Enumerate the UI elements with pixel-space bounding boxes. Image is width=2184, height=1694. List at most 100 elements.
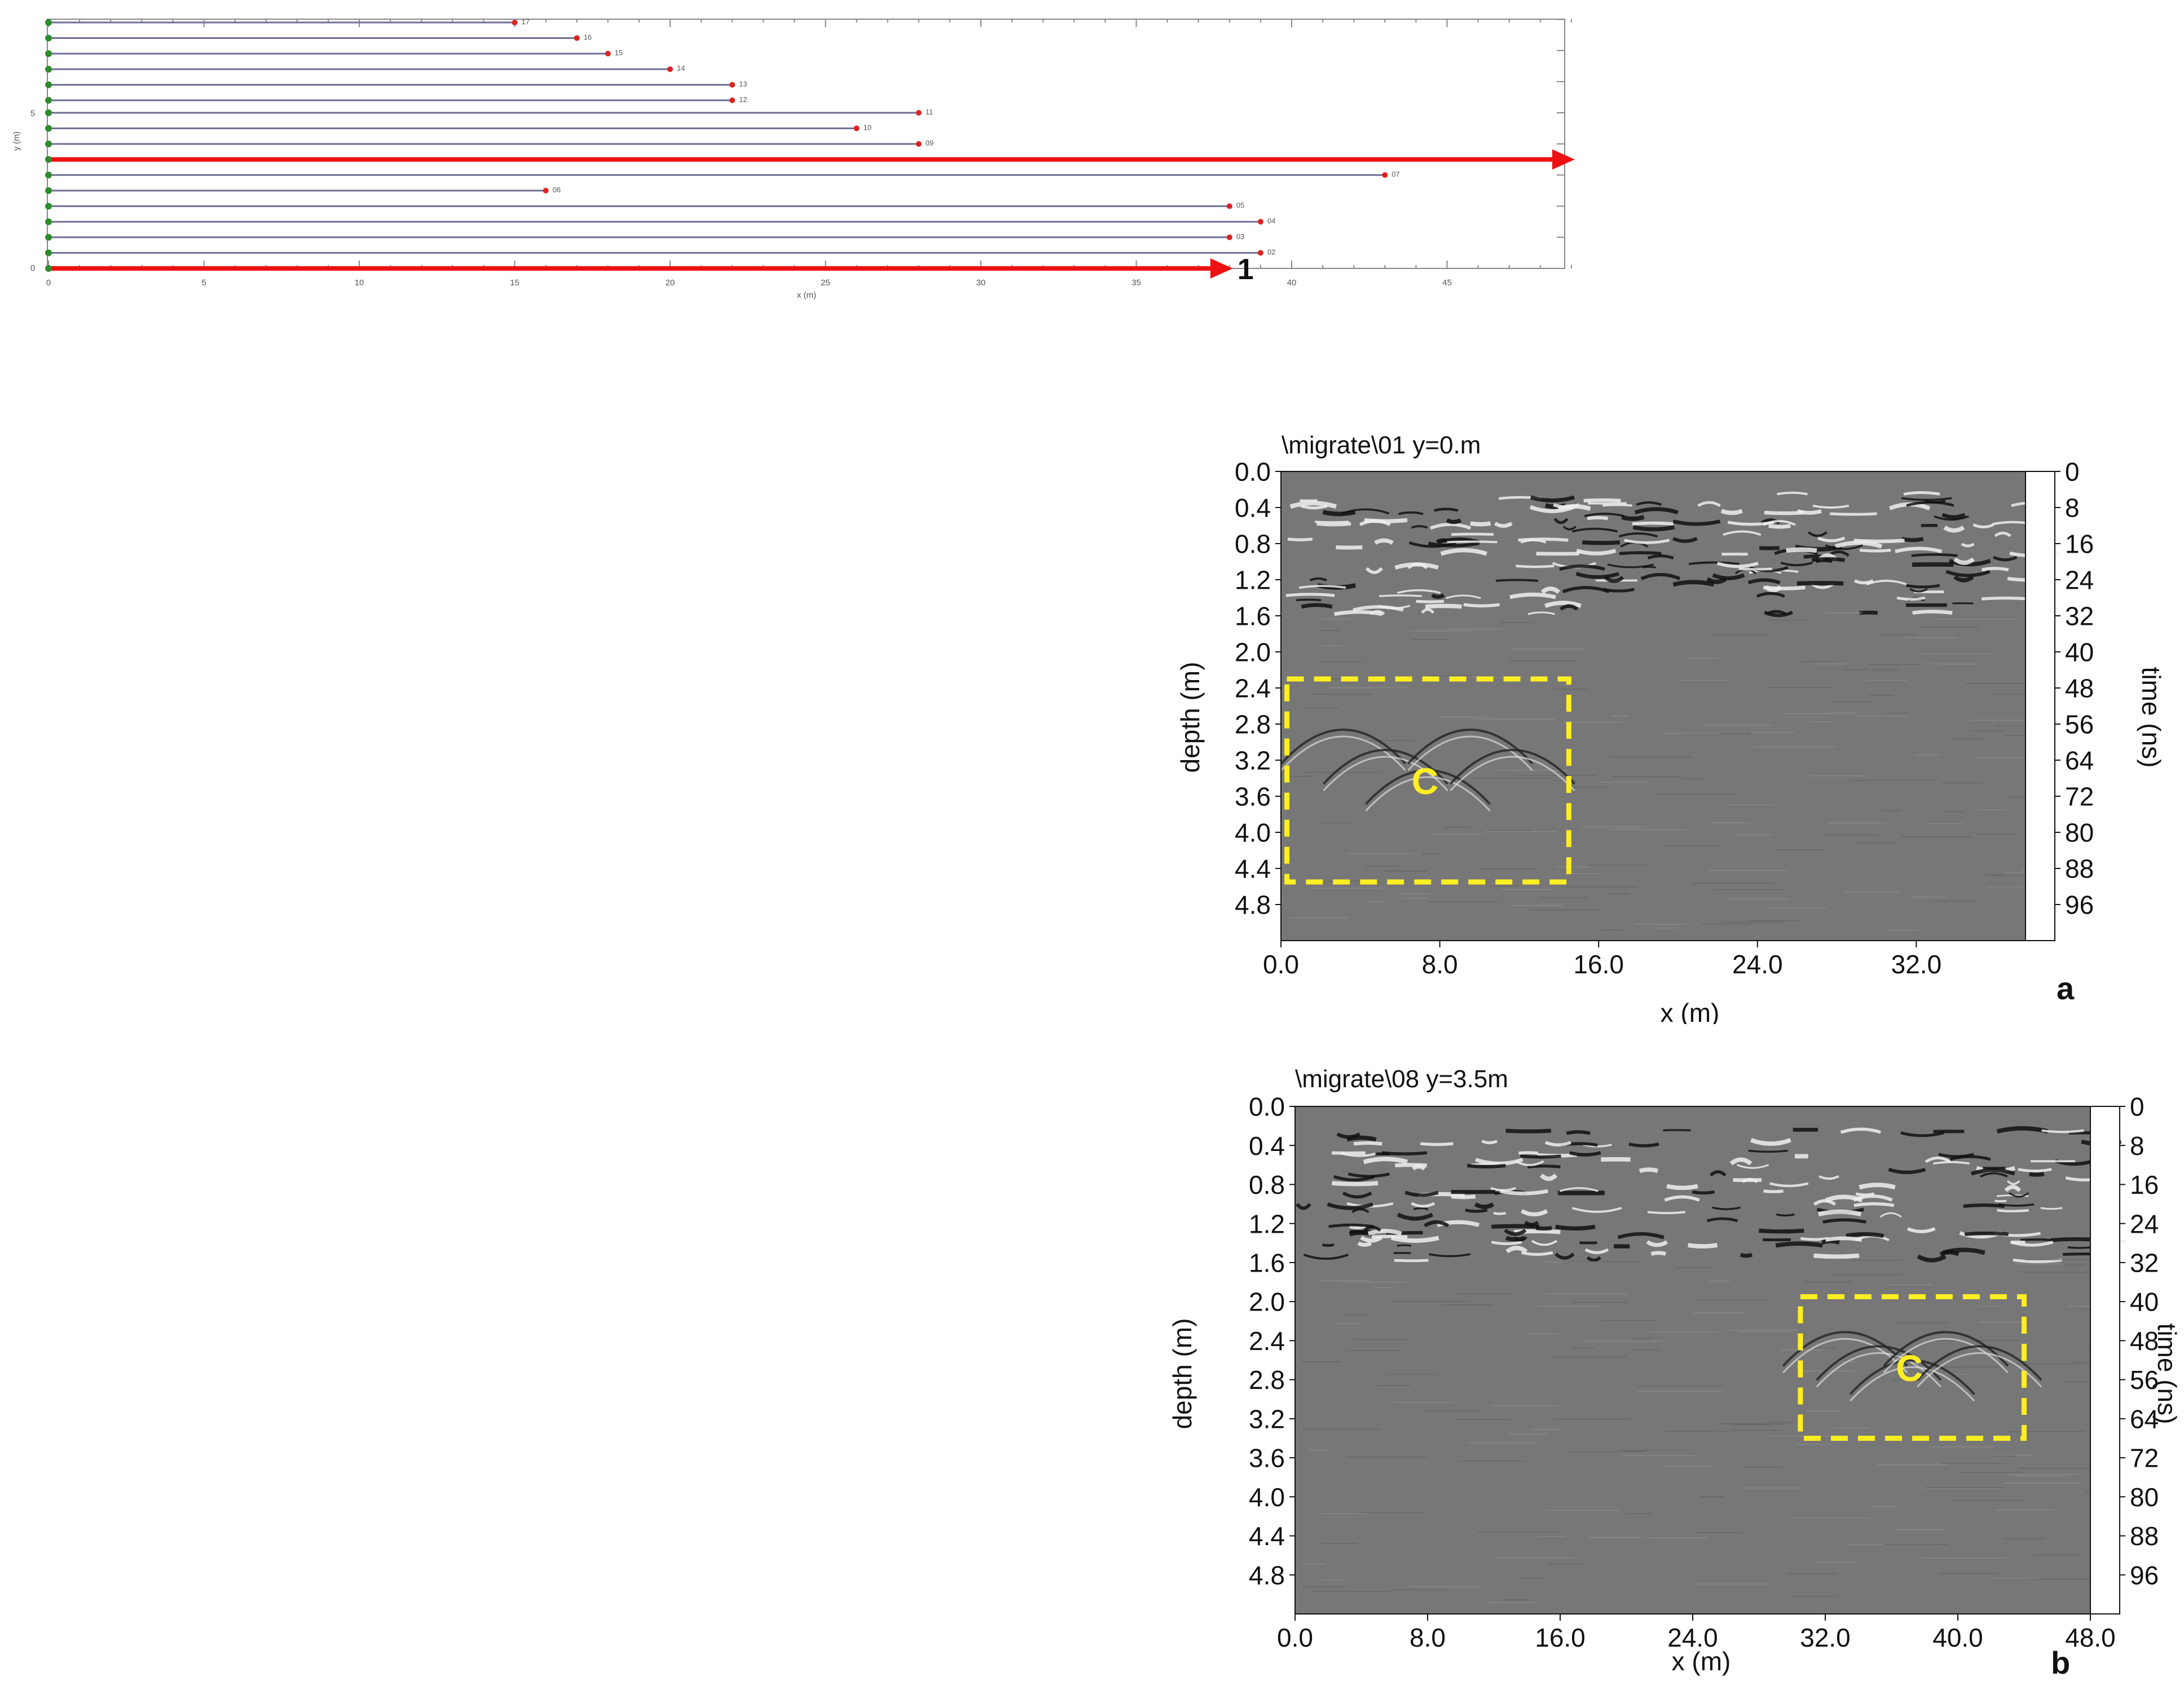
radar-reflection-streak [1953,557,1975,565]
time-tick-label: 96 [2130,1560,2159,1590]
radar-reflection-streak [1992,555,2018,562]
depth-tick-label: 2.4 [1235,674,1271,703]
depth-tick-label: 4.8 [1249,1560,1285,1590]
radar-reflection-streak [1934,515,1969,521]
profile-number-label: 16 [584,33,592,42]
radar-reflection-streak [1945,570,1991,577]
radar-reflection-streak [1970,1168,2015,1176]
radar-reflection-streak [1365,567,1384,574]
time-tick-label: 64 [2065,746,2094,775]
time-tick-label: 56 [2130,1365,2159,1395]
panel-letter-a: a [2057,970,2075,1006]
radar-reflection-streak [1544,601,1582,608]
profile-end-marker [915,110,922,116]
radar-reflection-streak [1941,513,1966,519]
radar-reflection-streak [1451,532,1494,536]
radargram-right-margin [2025,471,2055,941]
radar-reflection-streak [1296,1203,1311,1210]
radar-reflection-streak [1602,588,1635,593]
radargram-right-margin [2090,1106,2120,1614]
radar-reflection-streak [1980,1172,2008,1178]
radar-reflection-streak [1604,576,1624,583]
radar-reflection-streak [1607,563,1654,568]
profile-start-marker [45,140,52,148]
radar-reflection-streak [1351,1208,1370,1214]
radar-reflection-streak [1706,1217,1738,1223]
time-tick-label: 0 [2065,457,2080,487]
radar-reflection-streak [1516,564,1555,568]
radar-reflection-streak [1925,1156,1951,1163]
radar-reflection-streak [1905,584,1940,589]
depth-tick-label: 0.8 [1249,1170,1285,1199]
depth-tick-label: 4.0 [1235,818,1271,848]
radar-reflection-streak [1582,540,1621,545]
radar-reflection-streak [1628,1142,1659,1148]
depth-tick-label: 3.6 [1235,782,1271,811]
radar-reflection-streak [1917,1254,1947,1263]
radar-reflection-streak [1853,539,1905,544]
time-tick-label: 8 [2065,493,2080,523]
depth-tick-label: 0.0 [1235,457,1271,487]
radar-reflection-streak [1647,554,1674,560]
radar-reflection-streak [1953,575,1974,583]
profile-start-marker [45,125,52,132]
radar-reflection-streak [1949,1155,1991,1161]
profile-number-label: 03 [1236,232,1244,241]
x-tick-label: 32.0 [1800,1623,1851,1652]
radar-reflection-streak [1800,1237,1829,1241]
radar-reflection-streak [1961,542,1975,548]
radar-reflection-streak [1341,508,1390,515]
radar-reflection-streak [1586,1256,1601,1262]
radar-reflection-streak [1632,525,1675,532]
radar-reflection-streak [1720,509,1743,515]
map-x-tick: 15 [510,278,519,288]
profile-start-marker [45,202,52,210]
radar-reflection-streak [1664,1195,1700,1202]
radar-reflection-streak [1750,1137,1791,1146]
radar-hyperbola [1407,735,1533,771]
radar-reflection-streak [1938,1153,1974,1158]
profile-number-label: 14 [677,64,685,73]
radar-reflection-streak [1555,1252,1575,1260]
map-x-tick: 30 [976,278,986,288]
radargram-panel-a: \migrate\01 y=0.m 0.0 0.4 0.8 1.2 1.6 2.0 2.4 2… [1175,431,2166,1024]
x-tick-label: 16.0 [1573,950,1624,979]
time-tick-label: 72 [2065,782,2094,811]
map-x-tick: 20 [666,278,675,288]
radar-reflection-streak [1569,1151,1601,1157]
radar-reflection-streak [1903,491,1940,496]
radar-reflection-streak [1712,1206,1741,1210]
radargram-title: \migrate\01 y=0.m [1282,431,1481,459]
depth-tick-label: 4.8 [1235,890,1271,920]
radar-reflection-streak [1822,1218,1866,1224]
radar-reflection-streak [1378,605,1411,610]
radar-reflection-streak [1530,495,1575,503]
radar-hyperbola [1280,735,1406,771]
profile-start-marker [45,96,52,104]
radar-reflection-streak [1518,537,1569,542]
x-tick-label: 8.0 [1422,950,1458,979]
profile-number-label: 02 [1267,248,1275,256]
radar-reflection-streak [1555,1224,1596,1231]
radar-reflection-streak [1911,553,1958,557]
depth-tick-label: 0.8 [1235,530,1271,559]
anomaly-label: C [1412,760,1439,802]
radar-reflection-streak [1672,519,1721,526]
depth-tick-label: 1.2 [1235,566,1271,595]
radar-reflection-streak [1855,1192,1875,1197]
radar-reflection-streak [1287,537,1313,541]
anomaly-box [1284,676,1571,885]
radar-reflection-streak [1540,586,1561,594]
x-tick-label: 0.0 [1277,1623,1313,1652]
radar-reflection-streak [1646,1240,1668,1247]
radar-reflection-streak [2013,1258,2063,1263]
radar-reflection-streak [1416,599,1445,603]
radar-reflection-streak [1994,531,2011,537]
radar-hyperbola [1816,1345,1942,1381]
profile-start-marker [45,187,52,194]
radargram-panel-b: \migrate\08 y=3.5m 0.0 0.4 0.8 1.2 1.6 2.0 2.4… [1168,1065,2182,1680]
radar-reflection-streak [1298,585,1346,589]
radar-reflection-streak [1316,522,1351,527]
profile-number-label: 07 [1392,170,1399,178]
radar-reflection-streak [1524,1220,1539,1227]
